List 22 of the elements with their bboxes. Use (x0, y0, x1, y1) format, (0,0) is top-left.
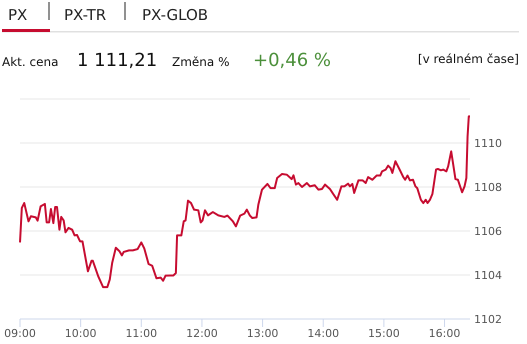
x-tick-label: 12:00 (186, 327, 218, 340)
text: PX-TR (64, 6, 106, 24)
x-tick-label: 16:00 (428, 327, 460, 340)
x-tick-label: 15:00 (368, 327, 400, 340)
x-tick-label: 14:00 (307, 327, 340, 340)
text: +0,46 % (253, 50, 331, 71)
y-tick-label: 1102 (474, 313, 502, 326)
y-tick-label: 1110 (474, 137, 502, 150)
text: Změna % (172, 55, 230, 69)
line-series (19, 115, 471, 288)
text: Akt. cena (2, 55, 58, 69)
y-tick-label: 1104 (474, 269, 502, 282)
x-tick-label: 09:00 (4, 327, 36, 340)
y-tick-label: 1108 (474, 181, 502, 194)
x-tick-label: 13:00 (246, 327, 278, 340)
text: PX-GLOB (142, 6, 208, 24)
text: PX (8, 6, 28, 24)
text: [v reálném čase] (418, 52, 519, 66)
x-tick-label: 10:00 (64, 327, 96, 340)
x-tick-label: 11:00 (125, 327, 158, 340)
y-tick-label: 1106 (474, 225, 502, 238)
text: 1 111,21 (77, 50, 158, 71)
